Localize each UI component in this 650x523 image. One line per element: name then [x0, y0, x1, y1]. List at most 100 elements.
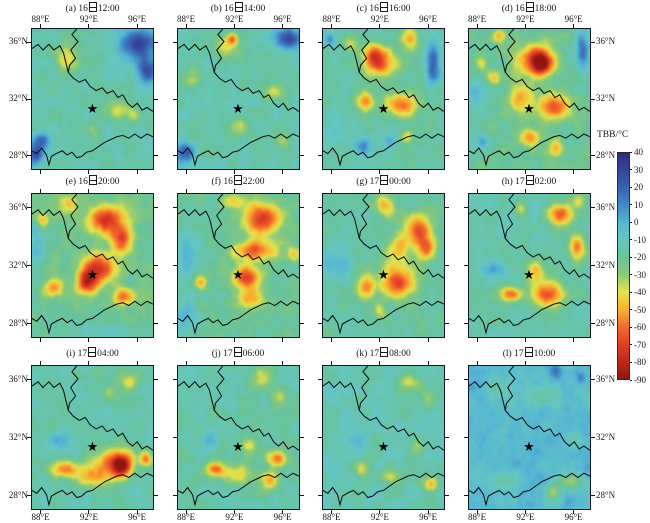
x-tick: [185, 338, 187, 342]
y-tick: [154, 207, 158, 208]
panel-title-f: (f) 16 22:00: [211, 175, 265, 187]
y-tick: [463, 98, 468, 100]
boundary-branch-line: [214, 29, 224, 72]
lon-label: 88°E: [31, 14, 50, 24]
kanji-day-glyph: [380, 175, 389, 185]
y-tick: [463, 379, 468, 380]
boundary-south-line: [32, 301, 153, 332]
colorbar-tick-label: 20: [634, 182, 643, 193]
x-tick: [88, 510, 90, 514]
x-tick: [88, 338, 90, 342]
y-tick: [590, 98, 595, 100]
panel-title-a: (a) 16 12:00: [65, 2, 120, 14]
colorbar-tick-label: -80: [634, 357, 646, 368]
x-tick: [573, 510, 575, 514]
y-tick: [27, 379, 31, 380]
colorbar-tick-label: -70: [634, 339, 646, 350]
boundary-branch-line: [214, 194, 224, 238]
kanji-day-glyph: [525, 175, 534, 185]
location-star-marker: ★: [377, 101, 390, 117]
panel-title-c: (c) 16 16:00: [356, 2, 411, 14]
tbb-heatmap-canvas-j: [177, 366, 299, 509]
map-panel-d: ★: [467, 28, 591, 170]
colorbar-tick: [630, 204, 632, 206]
x-tick: [282, 170, 284, 174]
x-tick: [524, 361, 526, 365]
lat-label: 32°N: [596, 259, 616, 270]
y-tick: [445, 98, 449, 100]
x-tick: [185, 189, 187, 193]
colorbar-tick: [630, 291, 632, 293]
kanji-day-glyph: [379, 2, 388, 12]
y-tick: [154, 155, 158, 157]
y-tick: [27, 265, 31, 266]
boundary-south-line: [469, 301, 590, 332]
x-tick: [40, 24, 42, 28]
x-tick: [136, 170, 138, 174]
x-tick: [88, 361, 90, 365]
y-tick: [299, 437, 304, 438]
panel-title-j: (j) 17 06:00: [211, 347, 265, 359]
colorbar-tick: [630, 309, 632, 311]
location-star-marker: ★: [86, 268, 99, 284]
lat-label: 28°N: [8, 149, 28, 160]
x-tick: [185, 361, 187, 365]
lat-label: 32°N: [8, 93, 28, 103]
tbb-heatmap-canvas-f: [177, 194, 299, 337]
boundary-branch-line: [359, 366, 369, 410]
y-tick: [590, 207, 595, 208]
lon-label: 88°E: [322, 14, 341, 24]
province-boundary-lines: [178, 194, 299, 337]
lon-label: 92°E: [370, 14, 389, 24]
x-tick: [136, 510, 138, 514]
colorbar-tick: [630, 256, 632, 258]
x-tick: [524, 189, 526, 193]
y-tick: [445, 437, 449, 438]
y-tick: [318, 437, 322, 438]
x-tick: [233, 338, 235, 342]
x-tick: [379, 510, 381, 514]
lon-label: 96°E: [419, 512, 438, 522]
y-tick: [154, 98, 158, 100]
lat-label: 32°N: [596, 93, 616, 103]
boundary-north-line: [178, 44, 299, 111]
province-boundary-lines: [469, 366, 590, 509]
lat-label: 28°N: [596, 489, 616, 500]
y-tick: [463, 495, 468, 496]
x-tick: [185, 24, 187, 28]
boundary-south-line: [178, 301, 299, 332]
colorbar-tick: [630, 239, 632, 241]
lat-label: 36°N: [8, 36, 28, 47]
colorbar-tick-label: -20: [634, 252, 646, 263]
x-tick: [233, 510, 235, 514]
map-panel-h: ★: [467, 193, 591, 338]
x-tick: [331, 170, 333, 174]
lat-label: 32°N: [8, 259, 28, 270]
x-tick: [379, 170, 381, 174]
lon-label: 96°E: [273, 14, 292, 24]
x-tick: [40, 189, 42, 193]
y-tick: [172, 323, 177, 324]
tbb-heatmap-canvas-g: [323, 194, 444, 337]
y-tick: [463, 265, 468, 266]
y-tick: [299, 495, 304, 496]
lon-label: 96°E: [128, 512, 147, 522]
y-tick: [154, 437, 158, 438]
x-tick: [88, 170, 90, 174]
lat-label: 36°N: [596, 201, 616, 212]
boundary-north-line: [178, 210, 299, 279]
kanji-day-glyph: [233, 347, 242, 357]
x-tick: [331, 189, 333, 193]
lat-label: 28°N: [8, 317, 28, 328]
province-boundary-lines: [178, 366, 299, 509]
kanji-day-glyph: [234, 2, 243, 12]
x-tick: [427, 338, 429, 342]
y-tick: [318, 379, 322, 380]
boundary-branch-line: [505, 29, 515, 72]
boundary-south-line: [32, 473, 153, 504]
colorbar-tick: [630, 326, 632, 328]
y-tick: [27, 155, 31, 157]
x-tick: [379, 24, 381, 28]
x-tick: [476, 510, 478, 514]
x-tick: [282, 189, 284, 193]
